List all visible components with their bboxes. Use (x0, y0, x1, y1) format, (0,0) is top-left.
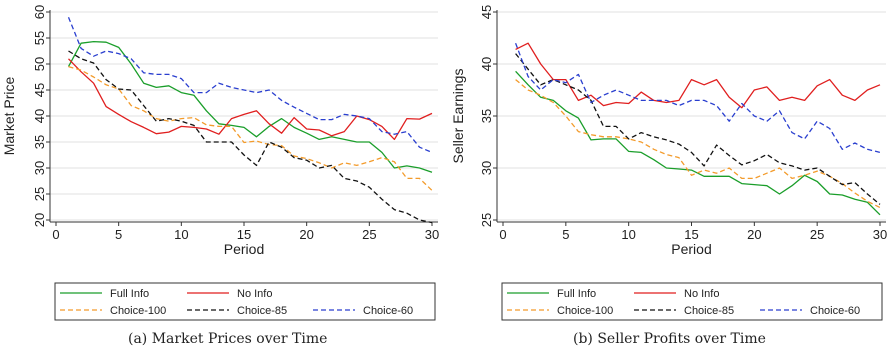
x-tick-label: 30 (873, 227, 887, 242)
legend-label: Choice-100 (110, 305, 166, 317)
x-tick-label: 25 (362, 227, 376, 242)
x-tick-label: 30 (425, 227, 439, 242)
legend-label: Choice-100 (557, 305, 613, 317)
legend-label: Choice-60 (363, 305, 413, 317)
x-tick-label: 10 (621, 227, 635, 242)
caption-b: (b) Seller Profits over Time (573, 331, 766, 347)
panel-seller-profits: 25 30 35 40 45 0 5 10 15 20 25 30 Period Seller Earni… (450, 5, 887, 321)
x-tick-label: 5 (115, 227, 122, 242)
x-tick-label: 10 (174, 227, 188, 242)
panel-market-prices: 20 25 30 35 40 45 50 55 60 0 5 10 15 20 25 30 Period Mark… (1, 5, 439, 321)
series-line-choice-60 (514, 42, 881, 154)
legend-box (501, 282, 883, 321)
series-line-choice-85 (68, 50, 433, 224)
legend-label: Full Info (557, 288, 596, 300)
legend-box (54, 282, 436, 321)
legend: Full Info No Info Choice-100 Choice-85 Choic… (501, 282, 883, 321)
y-tick-label: 30 (32, 161, 47, 175)
series-line-no-info (515, 42, 881, 109)
series-line-no-info (68, 58, 433, 141)
x-tick-label: 15 (684, 227, 698, 242)
y-tick-label: 60 (32, 5, 47, 19)
series-line-choice-85 (515, 53, 881, 205)
series-line-choice-100 (515, 79, 881, 209)
x-tick-label: 20 (299, 227, 313, 242)
legend-label: Choice-85 (237, 305, 287, 317)
y-tick-label: 30 (479, 161, 494, 175)
legend-label: No Info (684, 288, 719, 300)
legend-label: Choice-85 (684, 305, 734, 317)
y-tick-label: 55 (32, 31, 47, 45)
y-axis-label: Market Price (1, 77, 17, 156)
y-tick-label: 25 (479, 213, 494, 227)
y-tick-label: 20 (32, 213, 47, 227)
y-tick-label: 50 (32, 57, 47, 71)
x-axis-label: Period (224, 241, 264, 257)
x-tick-label: 0 (499, 227, 506, 242)
series-line-choice-100 (68, 65, 433, 191)
y-tick-label: 40 (32, 109, 47, 123)
y-tick-label: 45 (32, 83, 47, 97)
caption-a: (a) Market Prices over Time (128, 331, 328, 347)
x-tick-label: 20 (747, 227, 761, 242)
y-tick-label: 40 (479, 57, 494, 71)
x-tick-label: 15 (237, 227, 251, 242)
x-tick-label: 5 (562, 227, 569, 242)
x-axis-label: Period (671, 241, 711, 257)
series-line-full-info (515, 70, 881, 216)
legend-label: Full Info (110, 288, 149, 300)
series-line-full-info (67, 40, 433, 173)
series-line-choice-60 (67, 16, 433, 154)
x-tick-label: 25 (810, 227, 824, 242)
x-tick-label: 0 (52, 227, 59, 242)
y-tick-label: 35 (32, 135, 47, 149)
legend-label: Choice-60 (810, 305, 860, 317)
y-axis-label: Seller Earnings (450, 69, 466, 164)
y-tick-label: 25 (32, 187, 47, 201)
legend-label: No Info (237, 288, 272, 300)
legend: Full Info No Info Choice-100 Choice-85 Choic… (54, 282, 436, 321)
y-tick-label: 45 (479, 5, 494, 19)
y-tick-label: 35 (479, 109, 494, 123)
